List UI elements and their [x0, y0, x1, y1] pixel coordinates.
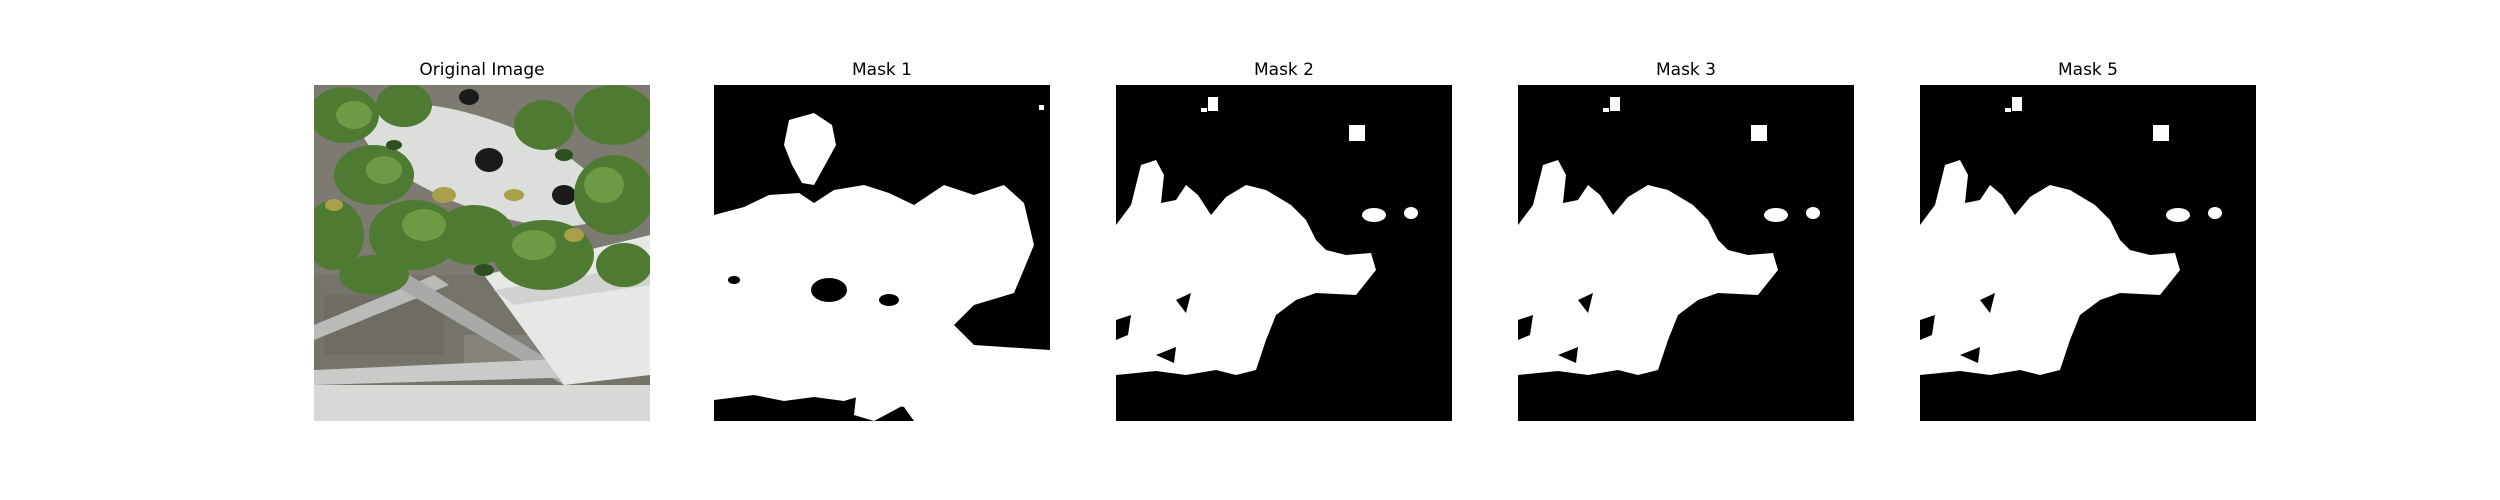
original-photo [314, 85, 650, 421]
mask-2-shape [1116, 85, 1452, 421]
mask-2-image [1116, 85, 1452, 421]
panel-mask-1: Mask 1 [714, 0, 1050, 500]
panel-title: Mask 1 [851, 60, 912, 80]
panel-title: Mask 2 [1253, 60, 1314, 80]
panel-title: Original Image [419, 60, 545, 80]
mask-1-image [714, 85, 1050, 421]
panel-mask-3: Mask 3 [1518, 0, 1854, 500]
panel-title: Mask 5 [2057, 60, 2118, 80]
plant-photo-illustration [314, 85, 650, 421]
mask-3-image [1518, 85, 1854, 421]
panel-mask-5: Mask 5 [1920, 0, 2256, 500]
mask-5-shape [1920, 85, 2256, 421]
panel-original-image: Original Image [314, 0, 650, 500]
mask-5-image [1920, 85, 2256, 421]
mask-3-shape [1518, 85, 1854, 421]
panel-title: Mask 3 [1655, 60, 1716, 80]
mask-1-shape [714, 85, 1050, 421]
panel-mask-2: Mask 2 [1116, 0, 1452, 500]
